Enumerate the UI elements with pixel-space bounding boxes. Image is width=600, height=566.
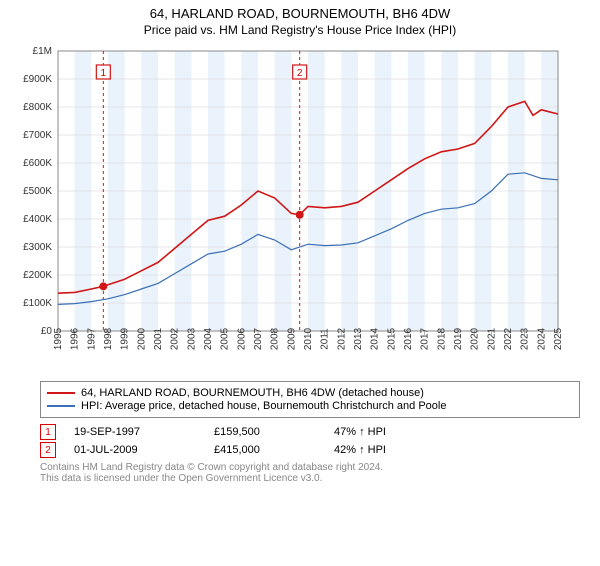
point-hpi-1: 47% ↑ HPI <box>334 426 434 438</box>
line-chart: £0 £100K £200K £300K £400K £500K £600K £700K £80… <box>8 43 568 373</box>
svg-text:2008: 2008 <box>270 327 281 350</box>
svg-text:2017: 2017 <box>420 327 431 350</box>
point-badge-1: 1 <box>40 424 56 440</box>
svg-text:£500K: £500K <box>23 186 52 197</box>
chart-title: 64, HARLAND ROAD, BOURNEMOUTH, BH6 4DW <box>0 6 600 21</box>
legend-swatch-2 <box>47 405 75 407</box>
svg-text:£800K: £800K <box>23 102 52 113</box>
legend: 64, HARLAND ROAD, BOURNEMOUTH, BH6 4DW (… <box>40 381 580 418</box>
point-price-2: £415,000 <box>214 444 334 456</box>
svg-text:2015: 2015 <box>386 327 397 350</box>
svg-text:2018: 2018 <box>436 327 447 350</box>
svg-text:1995: 1995 <box>53 327 64 350</box>
svg-text:2002: 2002 <box>170 327 181 350</box>
svg-text:1996: 1996 <box>70 327 81 350</box>
price-point-2: 2 01-JUL-2009 £415,000 42% ↑ HPI <box>40 442 580 458</box>
price-point-1: 1 19-SEP-1997 £159,500 47% ↑ HPI <box>40 424 580 440</box>
svg-text:2010: 2010 <box>303 327 314 350</box>
legend-label-1: 64, HARLAND ROAD, BOURNEMOUTH, BH6 4DW (… <box>81 387 424 399</box>
price-points: 1 19-SEP-1997 £159,500 47% ↑ HPI 2 01-JU… <box>40 424 580 458</box>
svg-text:1999: 1999 <box>120 327 131 350</box>
svg-text:£100K: £100K <box>23 298 52 309</box>
legend-row-1: 64, HARLAND ROAD, BOURNEMOUTH, BH6 4DW (… <box>47 387 573 399</box>
chart-subtitle: Price paid vs. HM Land Registry's House … <box>0 23 600 37</box>
svg-text:1: 1 <box>101 68 107 79</box>
chart-area: £0 £100K £200K £300K £400K £500K £600K £700K £80… <box>8 43 588 373</box>
point-date-1: 19-SEP-1997 <box>74 426 214 438</box>
svg-text:2009: 2009 <box>286 327 297 350</box>
point-date-2: 01-JUL-2009 <box>74 444 214 456</box>
svg-text:£600K: £600K <box>23 158 52 169</box>
footer-line-2: This data is licensed under the Open Gov… <box>40 473 580 484</box>
svg-text:2019: 2019 <box>453 327 464 350</box>
svg-text:£900K: £900K <box>23 74 52 85</box>
svg-text:2016: 2016 <box>403 327 414 350</box>
legend-label-2: HPI: Average price, detached house, Bour… <box>81 400 446 412</box>
svg-text:1997: 1997 <box>86 327 97 350</box>
svg-text:£300K: £300K <box>23 242 52 253</box>
svg-text:2006: 2006 <box>236 327 247 350</box>
svg-text:2011: 2011 <box>320 328 331 350</box>
svg-text:£700K: £700K <box>23 130 52 141</box>
point-badge-2: 2 <box>40 442 56 458</box>
svg-text:£400K: £400K <box>23 214 52 225</box>
svg-text:2024: 2024 <box>536 327 547 350</box>
svg-text:£0: £0 <box>41 326 53 337</box>
svg-text:2001: 2001 <box>153 327 164 350</box>
point-price-1: £159,500 <box>214 426 334 438</box>
svg-text:2014: 2014 <box>370 327 381 350</box>
svg-text:2022: 2022 <box>503 327 514 350</box>
svg-text:2004: 2004 <box>203 327 214 350</box>
svg-text:2021: 2021 <box>486 327 497 350</box>
legend-row-2: HPI: Average price, detached house, Bour… <box>47 400 573 412</box>
svg-text:2005: 2005 <box>220 327 231 350</box>
svg-text:2025: 2025 <box>553 327 564 350</box>
svg-text:2003: 2003 <box>186 327 197 350</box>
svg-text:1998: 1998 <box>103 327 114 350</box>
svg-text:2020: 2020 <box>470 327 481 350</box>
svg-text:£1M: £1M <box>33 46 52 57</box>
svg-text:2012: 2012 <box>336 327 347 350</box>
footer-line-1: Contains HM Land Registry data © Crown c… <box>40 462 580 473</box>
svg-text:£200K: £200K <box>23 270 52 281</box>
svg-text:2: 2 <box>297 68 303 79</box>
footer: Contains HM Land Registry data © Crown c… <box>40 462 580 484</box>
svg-text:2000: 2000 <box>136 327 147 350</box>
point-hpi-2: 42% ↑ HPI <box>334 444 434 456</box>
svg-text:2007: 2007 <box>253 327 264 350</box>
legend-swatch-1 <box>47 392 75 394</box>
svg-text:2023: 2023 <box>520 327 531 350</box>
svg-text:2013: 2013 <box>353 327 364 350</box>
